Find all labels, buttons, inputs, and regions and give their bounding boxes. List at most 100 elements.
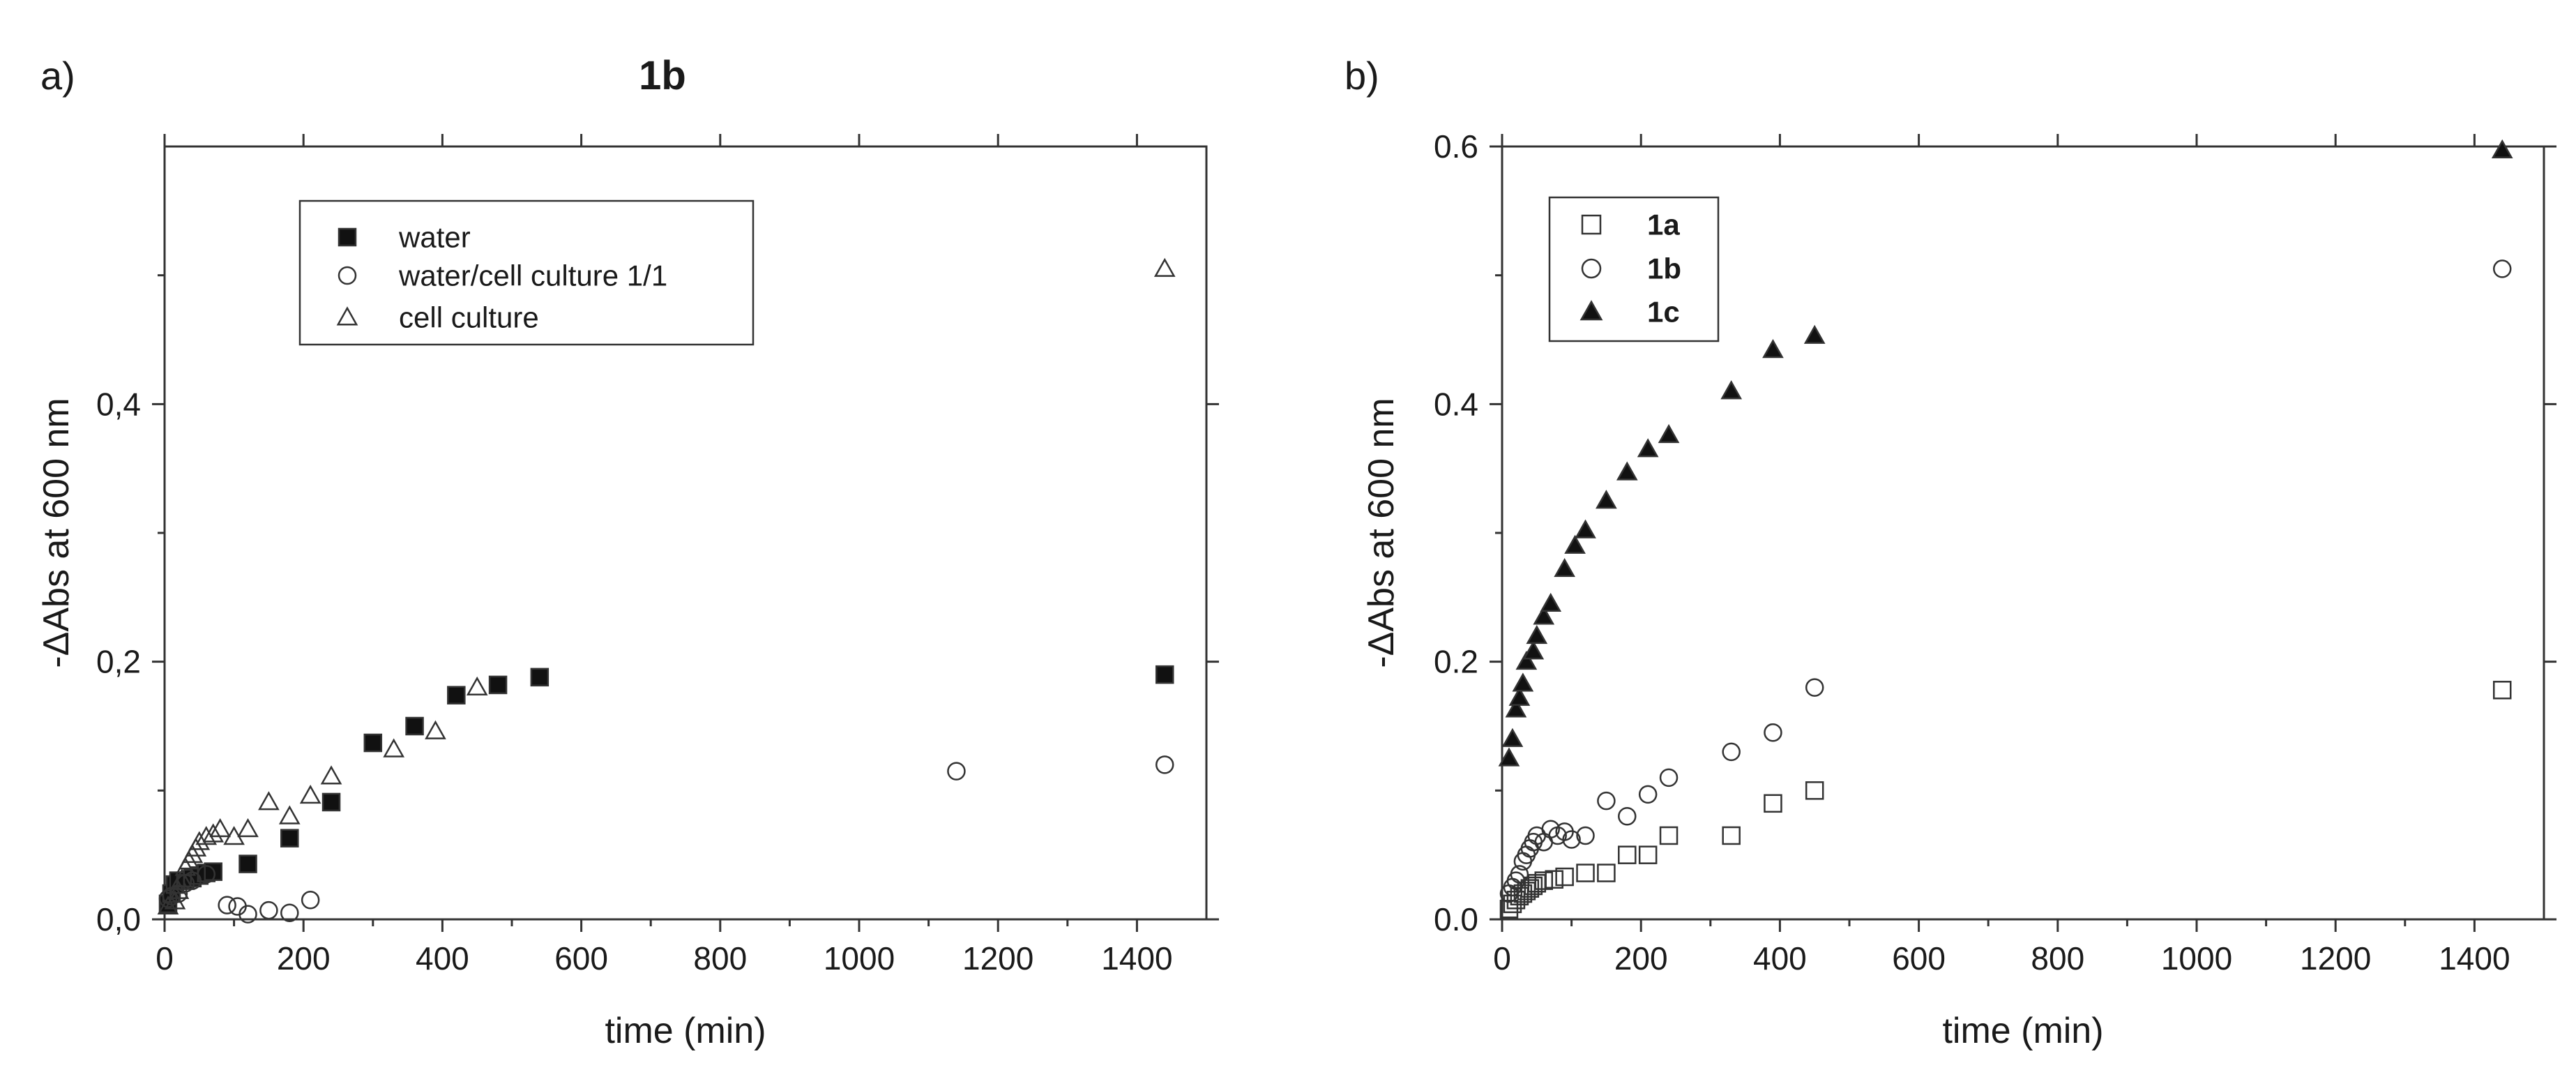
data-point-1c	[1762, 339, 1784, 359]
data-point-1c	[1564, 534, 1586, 554]
data-point-1c	[1720, 380, 1743, 400]
data-point-water	[405, 716, 424, 736]
data-point-water-cell-culture-1-1	[1155, 755, 1174, 774]
data-point-1a	[2492, 681, 2512, 700]
panel-a: a) 1b 0 200 400 600 800 1000 1200 1400 0,0 0,2 0,4…	[36, 53, 1219, 1051]
panel-b-x-tick-label: 0	[1493, 940, 1511, 977]
panel-a-x-tick-label: 800	[693, 940, 747, 977]
data-point-1c	[1505, 698, 1527, 718]
series-1b	[1499, 259, 2512, 903]
data-point-water	[363, 733, 383, 753]
data-point-1c	[1522, 640, 1545, 660]
data-point-1c	[1658, 423, 1680, 444]
data-point-water-cell-culture-1-1	[301, 891, 320, 910]
data-point-cell-culture	[164, 890, 186, 910]
data-point-water	[1155, 665, 1174, 684]
panel-b-label: b)	[1344, 54, 1379, 98]
legend-item-1c: 1c	[1647, 296, 1680, 329]
panel-a-x-tick-label: 400	[416, 940, 469, 977]
data-point-1a	[1576, 864, 1595, 882]
data-point-1b	[2492, 259, 2512, 278]
data-point-1c	[1498, 747, 1520, 767]
data-point-1a	[1638, 845, 1658, 864]
panel-b-legend-markers	[1579, 214, 1603, 321]
series-1a	[1499, 681, 2512, 919]
panel-a-legend-markers	[336, 227, 358, 326]
data-point-cell-culture	[167, 880, 190, 899]
data-point-cell-culture	[278, 805, 301, 824]
data-point-cell-culture	[202, 823, 225, 843]
panel-b-y-axis-label: -ΔAbs at 600 nm	[1361, 398, 1402, 668]
panel-a-x-tick-label: 1400	[1101, 940, 1172, 977]
panel-a-x-tick-label: 1200	[962, 940, 1033, 977]
legend-item-1a: 1a	[1647, 209, 1680, 241]
data-point-cell-culture	[320, 765, 342, 785]
data-point-1b	[1764, 723, 1782, 742]
panel-a-axes: 0 200 400 600 800 1000 1200 1400 0,0 0,2 0,4	[96, 134, 1219, 977]
panel-b-x-tick-label: 400	[1753, 940, 1807, 977]
panel-a-label: a)	[40, 54, 75, 98]
data-point-1a	[1555, 867, 1574, 887]
data-point-water	[280, 829, 299, 847]
panel-b-x-axis-label: time (min)	[1942, 1011, 2103, 1051]
legend-marker-1c	[1579, 300, 1603, 321]
data-point-1c	[1540, 592, 1562, 612]
data-point-1a	[1618, 845, 1637, 864]
legend-marker-1b	[1581, 258, 1602, 279]
panel-b-y-tick-label: 0.4	[1434, 386, 1478, 422]
data-point-1c	[1596, 490, 1617, 509]
panel-b-x-tick-label: 200	[1614, 940, 1668, 977]
panel-a-x-tick-label: 200	[277, 940, 331, 977]
data-point-1b	[1517, 845, 1536, 864]
panel-a-x-tick-label: 1000	[824, 940, 895, 977]
panel-a-x-axis-label: time (min)	[605, 1011, 766, 1051]
series-1c	[1498, 139, 2513, 767]
panel-b-y-tick-label: 0.6	[1434, 128, 1478, 165]
panel-a-x-tick-label: 0	[156, 940, 174, 977]
data-point-1b	[1541, 820, 1560, 838]
data-point-water	[447, 686, 466, 704]
legend-marker-cell-culture	[336, 306, 358, 326]
data-point-1c	[1508, 686, 1531, 706]
panel-b-x-tick-label: 1400	[2439, 940, 2510, 977]
data-point-cell-culture	[157, 895, 179, 914]
legend-item-cell-culture: cell culture	[399, 301, 539, 334]
data-point-cell-culture	[237, 817, 259, 838]
panel-b-legend-box	[1548, 196, 1720, 342]
data-point-1b	[1524, 832, 1543, 852]
data-point-1a	[1545, 870, 1563, 889]
data-point-water-cell-culture-1-1	[197, 865, 216, 884]
data-point-water	[238, 854, 257, 873]
legend-marker-water-cell-culture-1-1	[338, 266, 357, 285]
series-water-cell-culture-1-1	[158, 755, 1174, 924]
panel-a-y-tick-label: 0,4	[96, 386, 141, 422]
data-point-1c	[1637, 438, 1659, 458]
data-point-1a	[1722, 826, 1741, 845]
panel-a-y-tick-label: 0,0	[96, 901, 141, 937]
data-point-water	[530, 668, 550, 687]
data-point-1a	[1524, 876, 1543, 896]
data-point-1a	[1764, 794, 1782, 813]
data-point-cell-culture	[171, 868, 193, 888]
series-water	[158, 665, 1174, 914]
panel-b-x-tick-label: 800	[2031, 940, 2084, 977]
data-point-1a	[1534, 871, 1554, 890]
panel-b-axes: 0 200 400 600 800 1000 1200 1400 0.0 0.2 0.4 0.6	[1434, 128, 2556, 977]
panel-a-legend-box	[298, 199, 755, 346]
data-point-1c	[1501, 728, 1524, 747]
data-point-1a	[1805, 781, 1824, 800]
data-point-cell-culture	[209, 817, 232, 838]
data-point-water-cell-culture-1-1	[238, 905, 257, 924]
data-point-cell-culture	[299, 784, 321, 804]
panel-b-legend: 1a 1b 1c	[1548, 196, 1720, 342]
data-point-1b	[1576, 826, 1595, 845]
data-point-1c	[1575, 519, 1596, 538]
legend-marker-1a	[1581, 214, 1602, 235]
data-point-1b	[1659, 768, 1679, 788]
data-point-cell-culture	[425, 720, 446, 739]
panel-a-x-tick-label: 600	[554, 940, 608, 977]
data-point-water-cell-culture-1-1	[259, 901, 278, 920]
panel-b-y-tick-label: 0.2	[1434, 644, 1478, 680]
data-point-1b	[1722, 742, 1741, 762]
data-point-cell-culture	[466, 676, 488, 696]
